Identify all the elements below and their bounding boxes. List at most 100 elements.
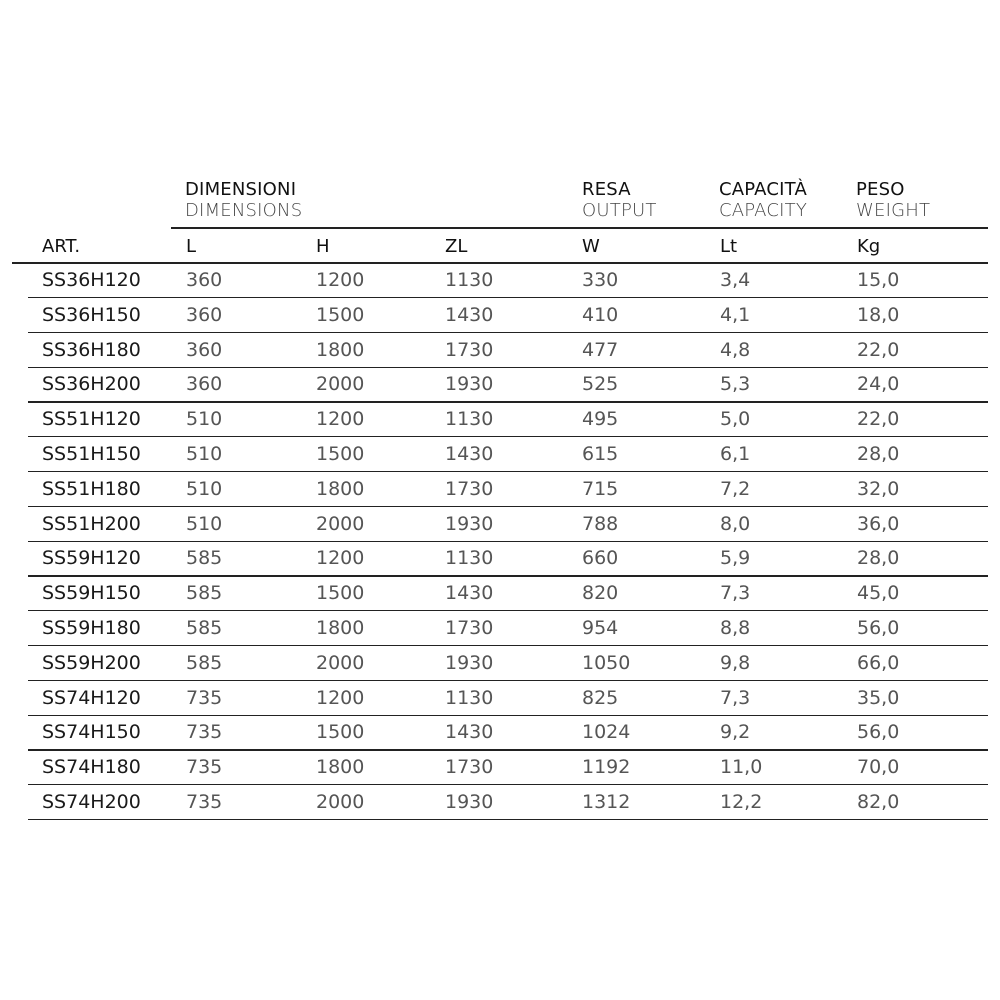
- cell-l: 360: [186, 303, 223, 326]
- cell-output: 525: [582, 373, 619, 396]
- cell-l: 510: [186, 512, 223, 535]
- row-divider: [28, 575, 988, 577]
- row-divider: [28, 610, 988, 612]
- cell-weight: 66,0: [857, 651, 900, 674]
- cell-zl: 1930: [445, 373, 494, 396]
- cell-h: 1500: [316, 582, 365, 605]
- unit-zl: ZL: [445, 236, 468, 257]
- cell-art: SS74H120: [42, 686, 141, 709]
- cell-output: 410: [582, 303, 619, 326]
- cell-output: 1050: [582, 651, 631, 674]
- cell-h: 1800: [316, 338, 365, 361]
- header-bottom-divider: [12, 262, 988, 264]
- cell-h: 1200: [316, 269, 365, 291]
- cell-capacity: 6,1: [720, 443, 751, 465]
- header-art: ART.: [42, 236, 81, 257]
- table-row: SS36H150 360 1500 1430 410 4,1 18,0: [0, 298, 1000, 334]
- cell-output: 1192: [582, 756, 631, 779]
- cell-capacity: 9,2: [720, 721, 751, 744]
- cell-output: 1312: [582, 791, 631, 813]
- cell-h: 2000: [316, 373, 365, 396]
- cell-output: 477: [582, 338, 619, 361]
- cell-weight: 45,0: [857, 582, 900, 605]
- cell-weight: 28,0: [857, 443, 900, 465]
- cell-capacity: 7,3: [720, 582, 751, 605]
- table-row: SS74H120 735 1200 1130 825 7,3 35,0: [0, 681, 1000, 716]
- unit-w: W: [582, 236, 600, 257]
- cell-capacity: 5,9: [720, 547, 751, 570]
- cell-zl: 1430: [445, 721, 494, 744]
- cell-l: 585: [186, 547, 223, 570]
- cell-output: 660: [582, 547, 619, 570]
- unit-kg: Kg: [857, 236, 881, 257]
- cell-capacity: 7,2: [720, 477, 751, 500]
- cell-weight: 22,0: [857, 408, 900, 431]
- row-divider: [28, 471, 988, 473]
- header-capacity-en: CAPACITY: [719, 200, 808, 221]
- cell-l: 360: [186, 338, 223, 361]
- cell-art: SS59H180: [42, 617, 141, 639]
- cell-art: SS51H120: [42, 408, 141, 431]
- cell-zl: 1730: [445, 756, 494, 779]
- table-row: SS74H150 735 1500 1430 1024 9,2 56,0: [0, 715, 1000, 751]
- cell-weight: 18,0: [857, 303, 900, 326]
- cell-weight: 36,0: [857, 512, 900, 535]
- table-row: SS51H120 510 1200 1130 495 5,0 22,0: [0, 402, 1000, 438]
- cell-l: 735: [186, 756, 223, 779]
- table-row: SS51H200 510 2000 1930 788 8,0 36,0: [0, 507, 1000, 542]
- row-divider: [28, 436, 988, 438]
- cell-l: 585: [186, 651, 223, 674]
- row-divider: [28, 540, 988, 542]
- cell-h: 2000: [316, 791, 365, 813]
- cell-weight: 56,0: [857, 617, 900, 639]
- cell-l: 585: [186, 617, 223, 639]
- row-divider: [28, 679, 988, 682]
- cell-output: 495: [582, 408, 619, 431]
- cell-art: SS51H180: [42, 477, 141, 500]
- cell-capacity: 8,0: [720, 512, 751, 535]
- cell-weight: 32,0: [857, 477, 900, 500]
- header-capacity-it: CAPACITÀ: [719, 179, 807, 200]
- row-divider: [28, 784, 988, 786]
- cell-weight: 24,0: [857, 373, 900, 396]
- cell-output: 615: [582, 443, 619, 465]
- cell-weight: 35,0: [857, 686, 900, 709]
- unit-lt: Lt: [720, 236, 738, 257]
- cell-art: SS59H200: [42, 651, 141, 674]
- header-dimensions-en: DIMENSIONS: [185, 200, 303, 221]
- row-divider: [28, 714, 988, 716]
- row-divider: [28, 401, 988, 403]
- cell-output: 788: [582, 512, 619, 535]
- cell-art: SS59H150: [42, 582, 141, 605]
- cell-zl: 1430: [445, 303, 494, 326]
- cell-l: 735: [186, 686, 223, 709]
- cell-art: SS74H200: [42, 791, 141, 813]
- cell-l: 510: [186, 443, 223, 465]
- cell-weight: 82,0: [857, 791, 900, 813]
- unit-l: L: [186, 236, 197, 257]
- cell-h: 1800: [316, 477, 365, 500]
- row-divider: [28, 297, 988, 299]
- cell-h: 1500: [316, 721, 365, 744]
- cell-art: SS59H120: [42, 547, 141, 570]
- cell-weight: 56,0: [857, 721, 900, 744]
- cell-capacity: 5,3: [720, 373, 751, 396]
- cell-capacity: 11,0: [720, 756, 763, 779]
- unit-h: H: [316, 236, 330, 257]
- cell-zl: 1930: [445, 512, 494, 535]
- cell-zl: 1930: [445, 791, 494, 813]
- table-row: SS36H200 360 2000 1930 525 5,3 24,0: [0, 367, 1000, 403]
- cell-weight: 28,0: [857, 547, 900, 570]
- cell-zl: 1730: [445, 477, 494, 500]
- row-divider: [28, 366, 988, 368]
- table-row: SS59H150 585 1500 1430 820 7,3 45,0: [0, 576, 1000, 612]
- cell-h: 1500: [316, 303, 365, 326]
- cell-output: 715: [582, 477, 619, 500]
- cell-weight: 22,0: [857, 338, 900, 361]
- cell-l: 735: [186, 791, 223, 813]
- cell-weight: 15,0: [857, 269, 900, 291]
- cell-art: SS51H200: [42, 512, 141, 535]
- cell-zl: 1730: [445, 338, 494, 361]
- cell-zl: 1930: [445, 651, 494, 674]
- row-divider: [28, 645, 988, 647]
